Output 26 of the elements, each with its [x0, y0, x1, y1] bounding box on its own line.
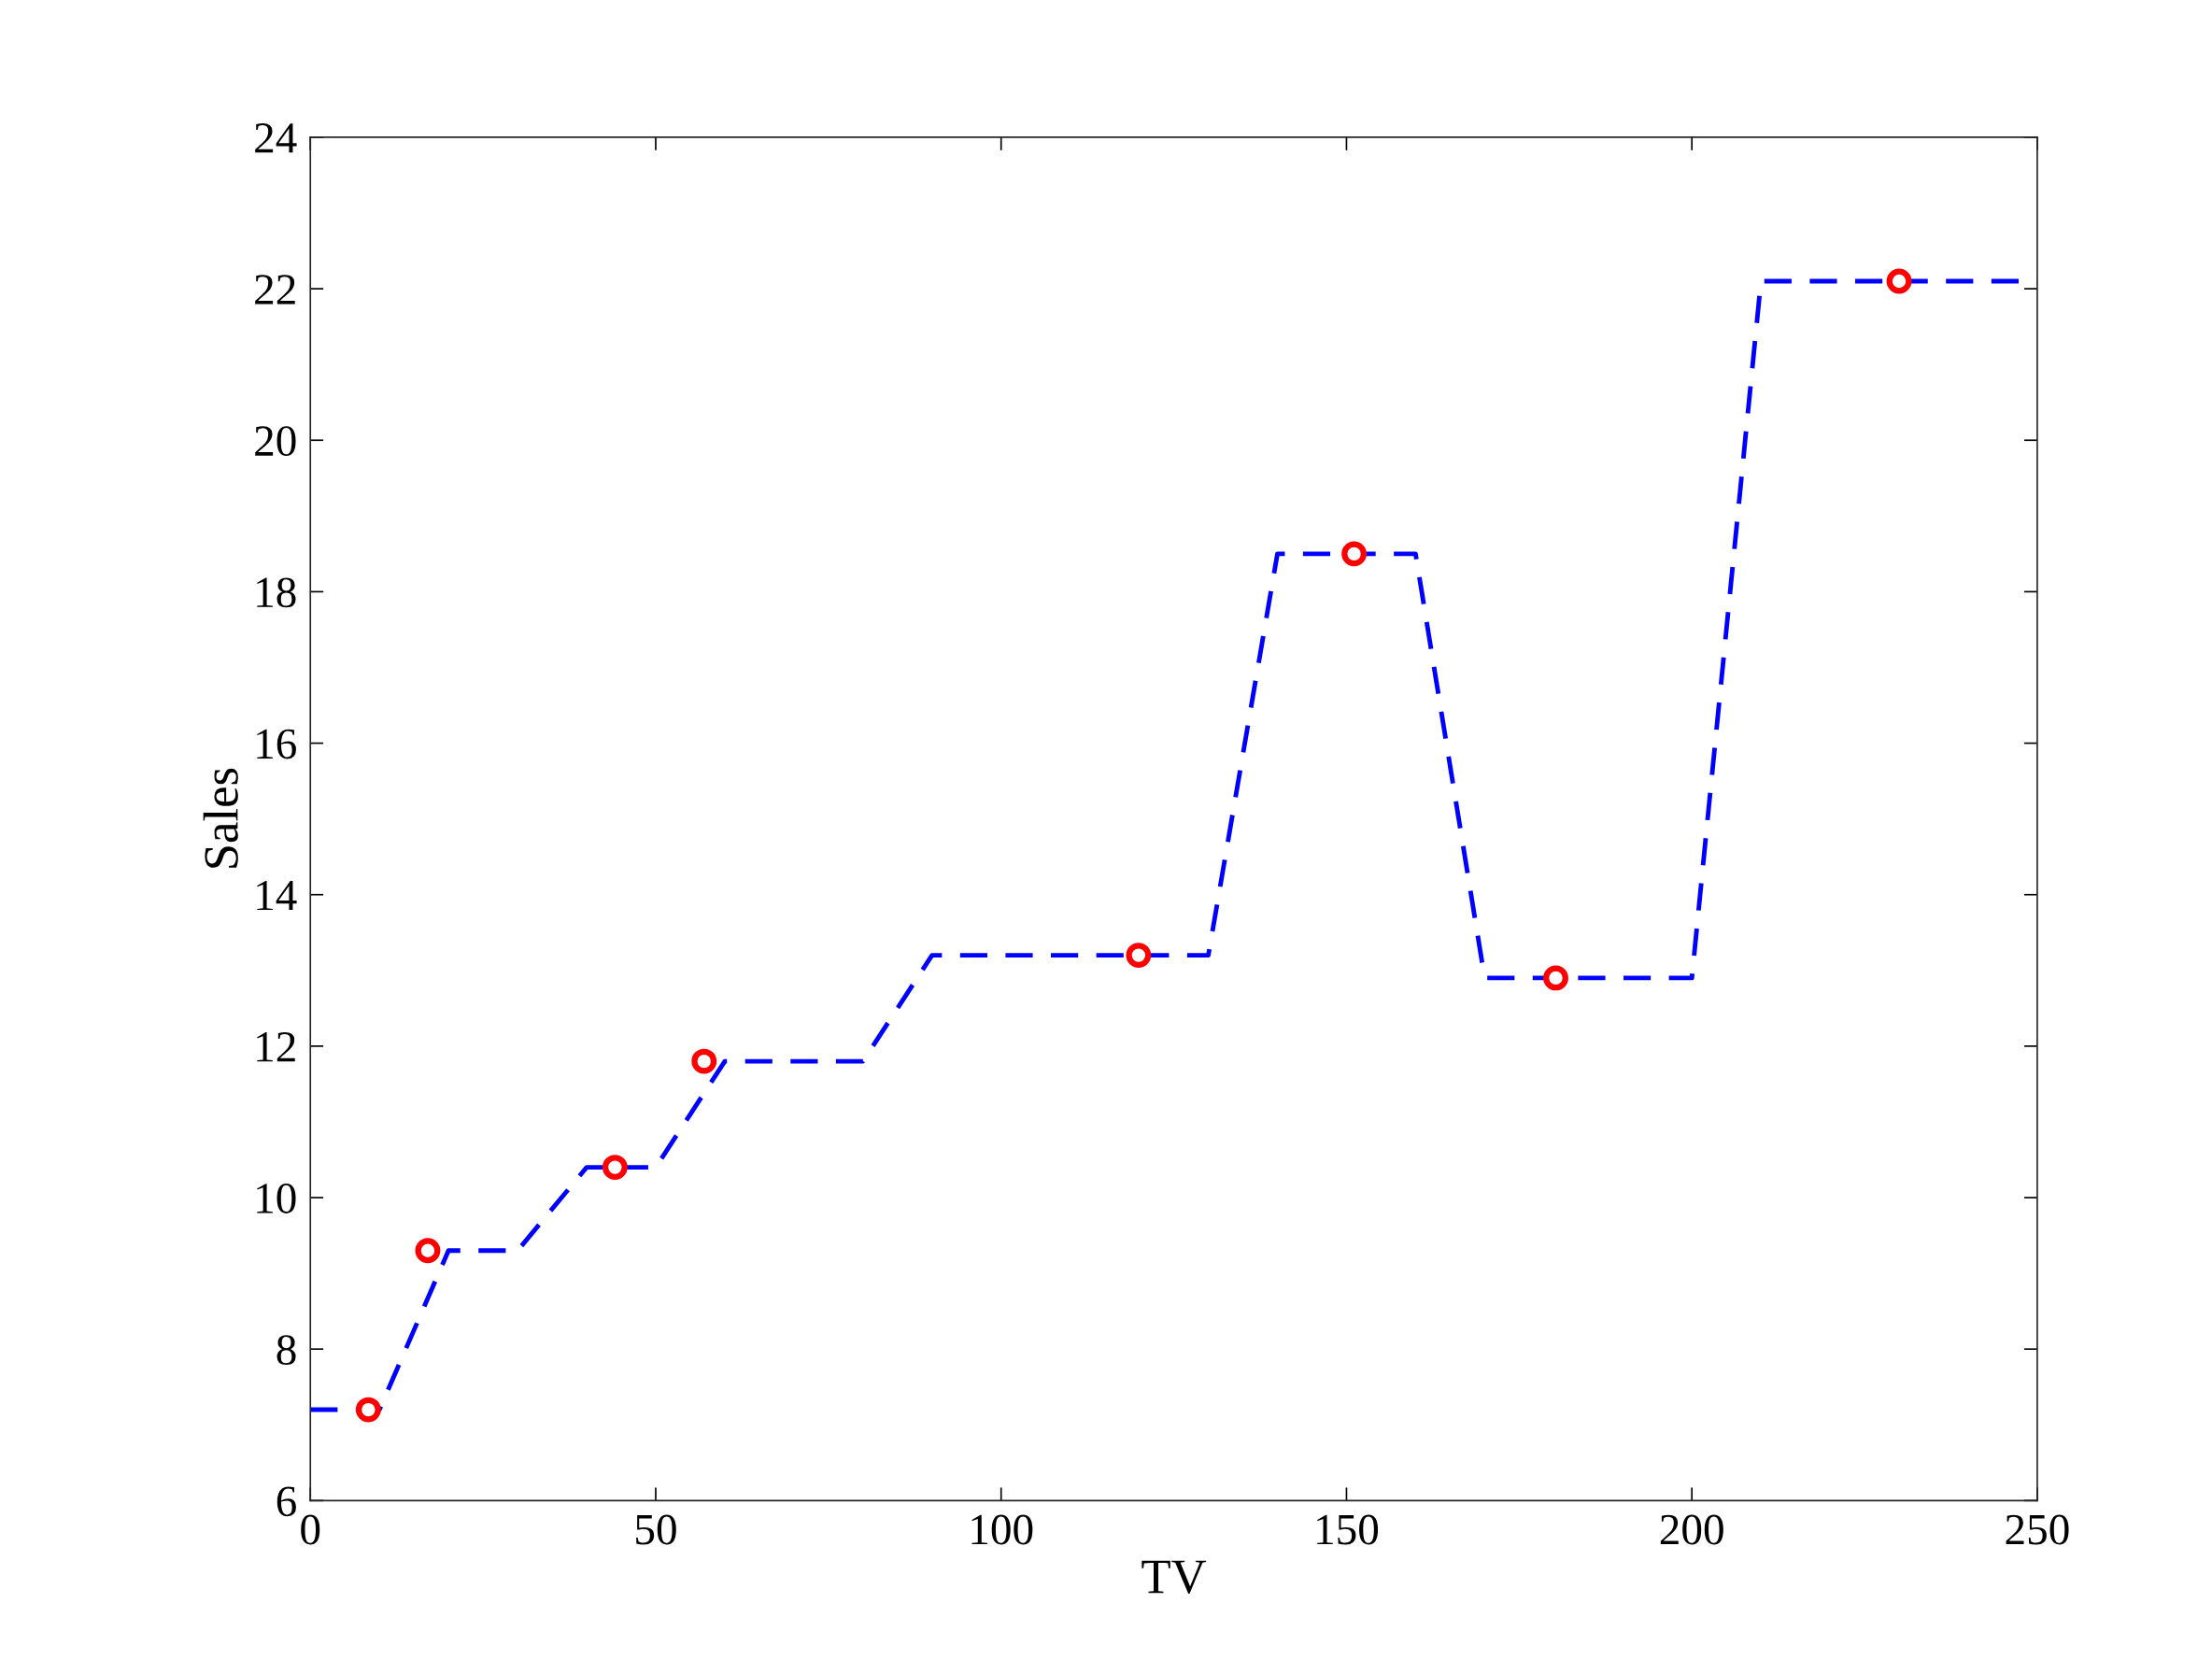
point [1341, 541, 1368, 567]
point [602, 1155, 628, 1181]
y-tick-label: 14 [257, 880, 297, 911]
y-tick-label: 22 [255, 275, 295, 305]
x-tick-label: 0 [301, 1514, 320, 1545]
y-tick-label: 6 [276, 1486, 296, 1517]
x-tick-label: 100 [971, 1514, 1033, 1545]
y-tick-label: 12 [257, 1031, 295, 1062]
y-tick-label: 16 [257, 729, 296, 759]
point [691, 1048, 717, 1074]
point [355, 1397, 381, 1423]
point [1126, 943, 1152, 969]
x-tick-label: 150 [1317, 1514, 1379, 1545]
y-tick-label: 10 [257, 1184, 296, 1213]
point [1886, 268, 1912, 294]
point [415, 1238, 441, 1264]
x-tick-label: 50 [636, 1514, 676, 1545]
x-tick-label: 200 [1660, 1514, 1723, 1545]
y-axis-title: Sales [203, 768, 238, 868]
y-tick-label: 18 [257, 577, 296, 608]
y-tick-label: 20 [255, 426, 296, 457]
y-tick-label: 24 [255, 123, 297, 153]
x-tick-label: 250 [2006, 1514, 2069, 1545]
point [1543, 965, 1568, 991]
y-tick-label: 8 [276, 1335, 296, 1366]
x-axis-title: TV [1141, 1560, 1207, 1595]
